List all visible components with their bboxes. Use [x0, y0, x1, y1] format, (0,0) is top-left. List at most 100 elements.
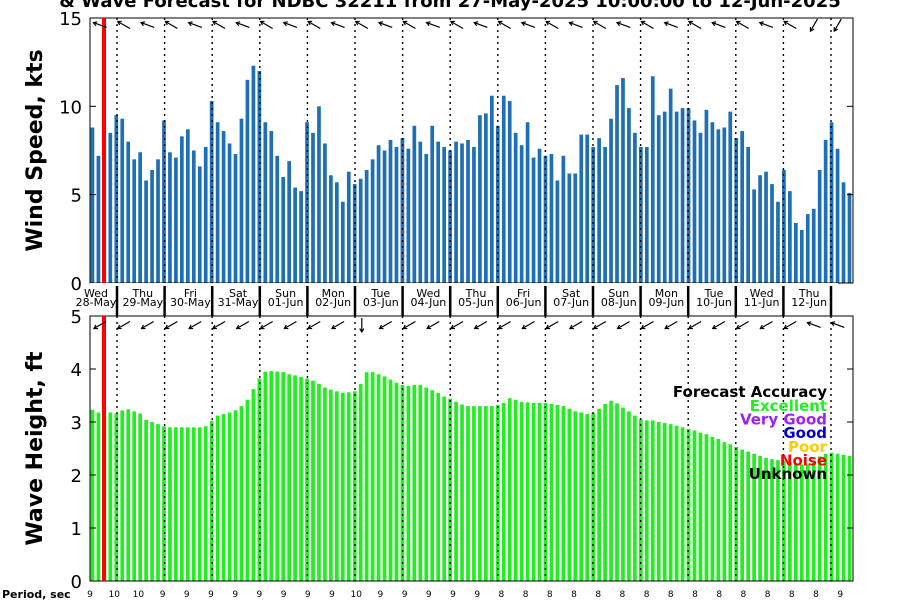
wave-bar: [609, 400, 613, 581]
wind-direction-arrowhead: [402, 324, 408, 330]
wind-bar: [799, 230, 804, 283]
wind-direction-arrowhead: [473, 21, 479, 27]
period-value: 9: [281, 590, 287, 600]
wave-bar: [674, 425, 679, 581]
wind-bar: [841, 182, 846, 283]
wave-bar: [174, 427, 178, 581]
wind-direction-arrowhead: [330, 21, 336, 27]
wind-direction-arrowhead: [568, 21, 574, 27]
wind-direction-arrow: [188, 22, 202, 28]
wave-bar: [239, 406, 244, 581]
wave-bar: [180, 427, 184, 581]
wind-bar: [555, 180, 560, 283]
wind-bar: [370, 159, 375, 283]
wave-bar: [412, 384, 417, 581]
wind-bar: [406, 148, 411, 283]
wind-bar: [501, 95, 506, 283]
wind-direction-arrowhead: [806, 321, 812, 327]
wind-bar: [156, 159, 160, 283]
wind-direction-arrowhead: [92, 324, 98, 330]
wind-direction-arrowhead: [426, 324, 432, 330]
wind-direction-arrowhead: [377, 21, 384, 27]
wind-direction-arrowhead: [164, 20, 170, 26]
wind-direction-arrowhead: [568, 324, 574, 330]
wave-bar: [203, 426, 208, 581]
wind-direction-arrowhead: [359, 328, 365, 334]
wave-bar: [752, 453, 756, 581]
period-value: 8: [620, 590, 626, 600]
wind-bar: [108, 132, 113, 283]
wind-direction-arrow: [545, 20, 559, 30]
wind-bar: [662, 111, 667, 283]
day-label-date: 07-Jun: [553, 296, 589, 309]
wind-direction-arrowhead: [283, 324, 289, 330]
wind-bar: [722, 127, 727, 283]
wind-bar: [126, 141, 131, 283]
wave-bar: [436, 392, 441, 581]
wave-bar: [335, 391, 339, 581]
wind-direction-arrowhead: [735, 20, 741, 26]
day-label-date: 31-May: [218, 296, 259, 309]
wind-direction-arrow: [688, 20, 702, 30]
wind-bar: [168, 152, 172, 283]
period-value: 9: [450, 590, 456, 600]
wind-bar: [811, 208, 816, 283]
wind-direction-arrowhead: [545, 324, 551, 330]
wave-bar: [466, 406, 470, 581]
wind-direction-arrowhead: [497, 20, 503, 26]
wind-direction-arrow: [760, 320, 773, 330]
wind-direction-arrow: [641, 320, 654, 330]
wave-bar: [823, 453, 828, 581]
wind-bar: [257, 71, 262, 283]
wind-direction-arrow: [212, 320, 226, 330]
wind-direction-arrowhead: [188, 324, 194, 330]
wind-bar: [346, 171, 351, 283]
wind-bar: [627, 108, 631, 283]
wind-direction-arrowhead: [521, 324, 527, 330]
day-label-date: 03-Jun: [363, 296, 399, 309]
wind-bar: [138, 152, 142, 283]
wave-bar: [185, 427, 190, 581]
wind-bar: [454, 141, 458, 283]
period-value: 8: [789, 590, 795, 600]
wind-direction-arrow: [833, 18, 842, 32]
period-value: 9: [305, 590, 311, 600]
wave-bar: [418, 384, 423, 581]
y-tick-label: 0: [71, 274, 82, 295]
wind-direction-arrowhead: [307, 20, 313, 26]
wave-bar: [114, 413, 119, 581]
wind-direction-arrow: [140, 22, 155, 28]
wind-bar: [776, 201, 780, 283]
wind-direction-arrow: [831, 322, 845, 328]
wave-bar: [519, 401, 524, 581]
wind-direction-arrowhead: [259, 324, 265, 330]
y-tick-label: 0: [71, 572, 82, 593]
day-label-date: 12-Jun: [791, 296, 827, 309]
wind-direction-arrow: [759, 22, 774, 28]
page-title: & Wave Forecast for NDBC 32211 from 27-M…: [59, 0, 841, 12]
wind-bar: [90, 127, 95, 283]
wave-bar: [644, 420, 649, 581]
wind-direction-arrowhead: [640, 324, 646, 330]
wave-bar: [448, 398, 452, 581]
wave-bar: [561, 406, 566, 581]
wind-bar: [489, 95, 494, 283]
wind-direction-arrowhead: [473, 324, 479, 330]
wind-bar: [591, 146, 596, 283]
wave-bar: [460, 404, 464, 581]
wind-bar: [436, 141, 441, 283]
day-label-dow: Sun: [275, 287, 296, 300]
legend-item: Poor: [788, 438, 828, 456]
day-label-date: 05-Jun: [458, 296, 494, 309]
period-value: 8: [644, 590, 650, 600]
wave-bar: [472, 406, 476, 581]
wind-direction-arrowhead: [307, 324, 313, 330]
wind-bar: [185, 129, 190, 283]
wind-bar: [162, 120, 166, 283]
wave-bar: [340, 392, 345, 581]
wave-bar: [710, 436, 715, 581]
wind-direction-arrowhead: [783, 20, 789, 26]
wave-bar: [346, 392, 351, 581]
wind-bar: [424, 154, 429, 283]
period-value: 8: [692, 590, 698, 600]
